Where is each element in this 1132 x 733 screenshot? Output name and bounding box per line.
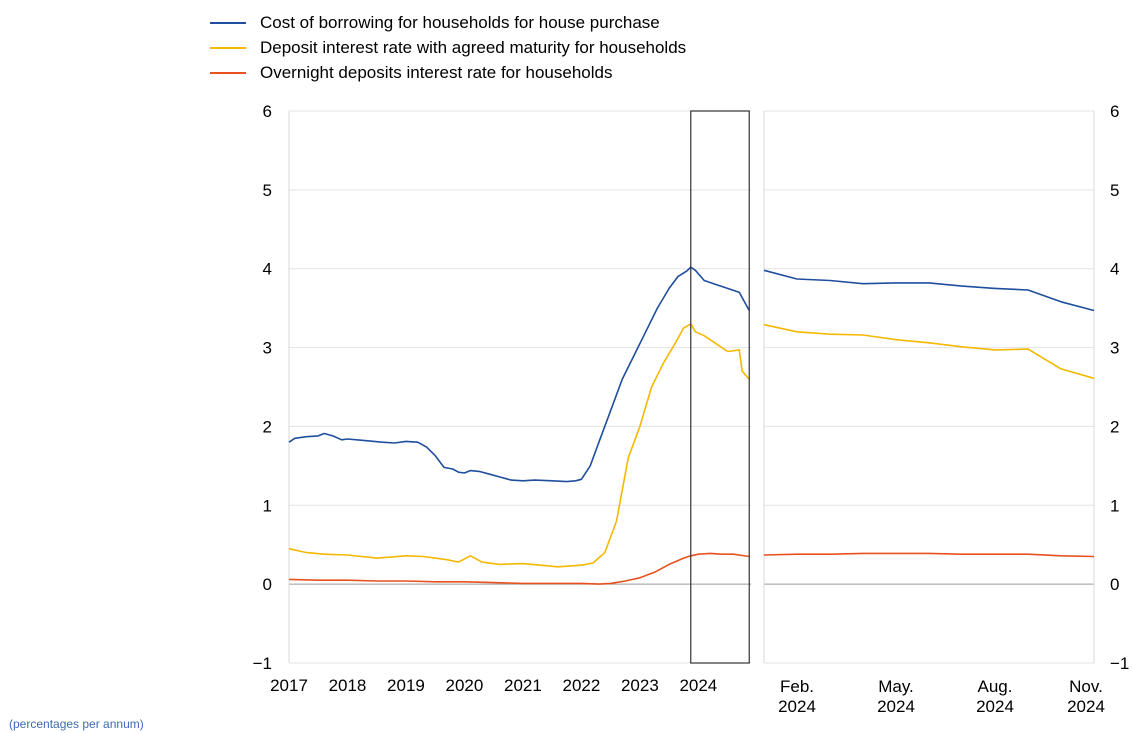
y-tick-right-1: 1 (1110, 496, 1119, 515)
y-tick-left-4: 4 (263, 260, 272, 279)
legend-label-deposit-agreed: Deposit interest rate with agreed maturi… (260, 37, 687, 57)
y-tick-left--1: −1 (253, 654, 272, 673)
x-tick-right-month-2: Aug. (978, 677, 1013, 696)
x-tick-right-month-1: May. (878, 677, 914, 696)
right-series-borrowing (763, 269, 1095, 312)
x-tick-left-2024: 2024 (679, 676, 717, 695)
y-tick-left-5: 5 (263, 181, 272, 200)
y-tick-left-3: 3 (263, 339, 272, 358)
legend-label-borrowing: Cost of borrowing for households for hou… (260, 12, 660, 32)
legend-swatch-overnight (210, 71, 246, 74)
y-tick-right-6: 6 (1110, 102, 1119, 121)
x-tick-left-2023: 2023 (621, 676, 659, 695)
y-tick-left-2: 2 (263, 417, 272, 436)
highlight-box-2024 (690, 110, 750, 664)
x-tick-right-year-0: 2024 (778, 697, 816, 716)
y-tick-left-1: 1 (263, 496, 272, 515)
legend-swatch-borrowing (210, 21, 246, 24)
x-tick-left-2019: 2019 (387, 676, 425, 695)
x-tick-left-2022: 2022 (562, 676, 600, 695)
y-tick-left-0: 0 (263, 575, 272, 594)
legend-swatch-deposit-agreed (210, 46, 246, 49)
legend-item-overnight: Overnight deposits interest rate for hou… (210, 60, 686, 85)
x-tick-left-2017: 2017 (270, 676, 308, 695)
legend-item-borrowing: Cost of borrowing for households for hou… (210, 10, 686, 35)
x-tick-left-2020: 2020 (446, 676, 484, 695)
y-tick-right--1: −1 (1110, 654, 1129, 673)
left-series-deposit_agreed (288, 323, 750, 568)
x-tick-right-month-0: Feb. (780, 677, 814, 696)
legend-item-deposit-agreed: Deposit interest rate with agreed maturi… (210, 35, 686, 60)
right-series-deposit_agreed (763, 323, 1095, 380)
left-series-borrowing (288, 266, 750, 483)
x-tick-right-year-1: 2024 (877, 697, 915, 716)
x-tick-left-2018: 2018 (329, 676, 367, 695)
y-tick-right-2: 2 (1110, 417, 1119, 436)
right-series-overnight (763, 552, 1095, 558)
legend: Cost of borrowing for households for hou… (210, 10, 686, 85)
y-tick-left-6: 6 (263, 102, 272, 121)
y-tick-right-5: 5 (1110, 181, 1119, 200)
x-tick-right-year-2: 2024 (976, 697, 1014, 716)
y-tick-right-0: 0 (1110, 575, 1119, 594)
x-tick-left-2021: 2021 (504, 676, 542, 695)
footnote: (percentages per annum) (9, 717, 144, 731)
x-tick-right-month-3: Nov. (1069, 677, 1103, 696)
legend-label-overnight: Overnight deposits interest rate for hou… (260, 62, 613, 82)
left-series-overnight (288, 552, 750, 585)
x-tick-right-year-3: 2024 (1067, 697, 1105, 716)
y-tick-right-3: 3 (1110, 339, 1119, 358)
y-tick-right-4: 4 (1110, 260, 1119, 279)
